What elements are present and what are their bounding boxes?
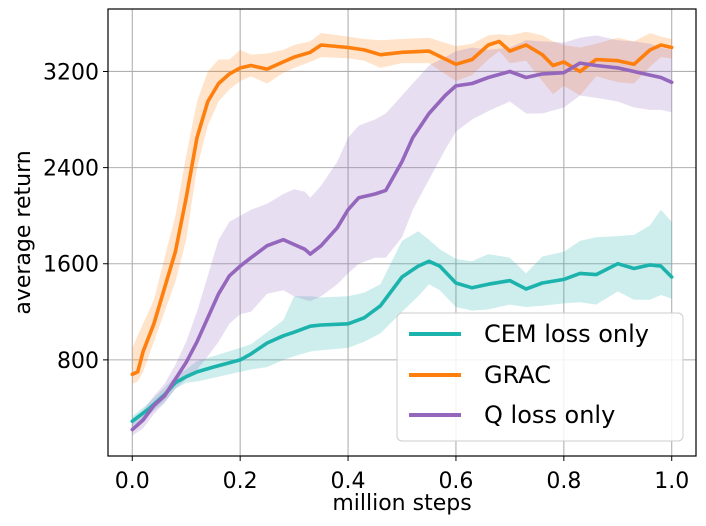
legend-box	[396, 312, 684, 442]
x-tick-label: 1.0	[654, 469, 689, 494]
plot-frame	[107, 8, 697, 457]
x-tick-label: 0.0	[115, 469, 150, 494]
x-tick-label: 0.4	[331, 469, 366, 494]
y-tick-label: 800	[57, 349, 99, 374]
legend: CEM loss only GRAC Q loss only	[396, 312, 684, 442]
line-q-loss-only	[130, 61, 674, 432]
y-tick-label: 3200	[43, 60, 99, 85]
x-tick-label: 0.2	[223, 469, 258, 494]
x-tick-label: 0.6	[438, 469, 473, 494]
y-axis-label: average return	[11, 150, 36, 314]
y-tick-label: 1600	[43, 253, 99, 278]
x-axis-label: million steps	[332, 491, 471, 516]
band-cem-loss-only	[132, 209, 672, 426]
series-lines	[130, 39, 674, 432]
legend-label-q-loss-only: Q loss only	[484, 401, 615, 429]
line-cem-loss-only	[130, 259, 674, 424]
legend-label-grac: GRAC	[484, 361, 551, 389]
legend-label-cem-loss-only: CEM loss only	[484, 320, 649, 348]
x-tick-label: 0.8	[546, 469, 581, 494]
band-q-loss-only	[132, 35, 672, 436]
y-tick-label: 2400	[43, 157, 99, 182]
ticks: 0.0 0.2 0.4 0.6 0.8 1.0 800 1600 2400 3200	[43, 60, 689, 494]
